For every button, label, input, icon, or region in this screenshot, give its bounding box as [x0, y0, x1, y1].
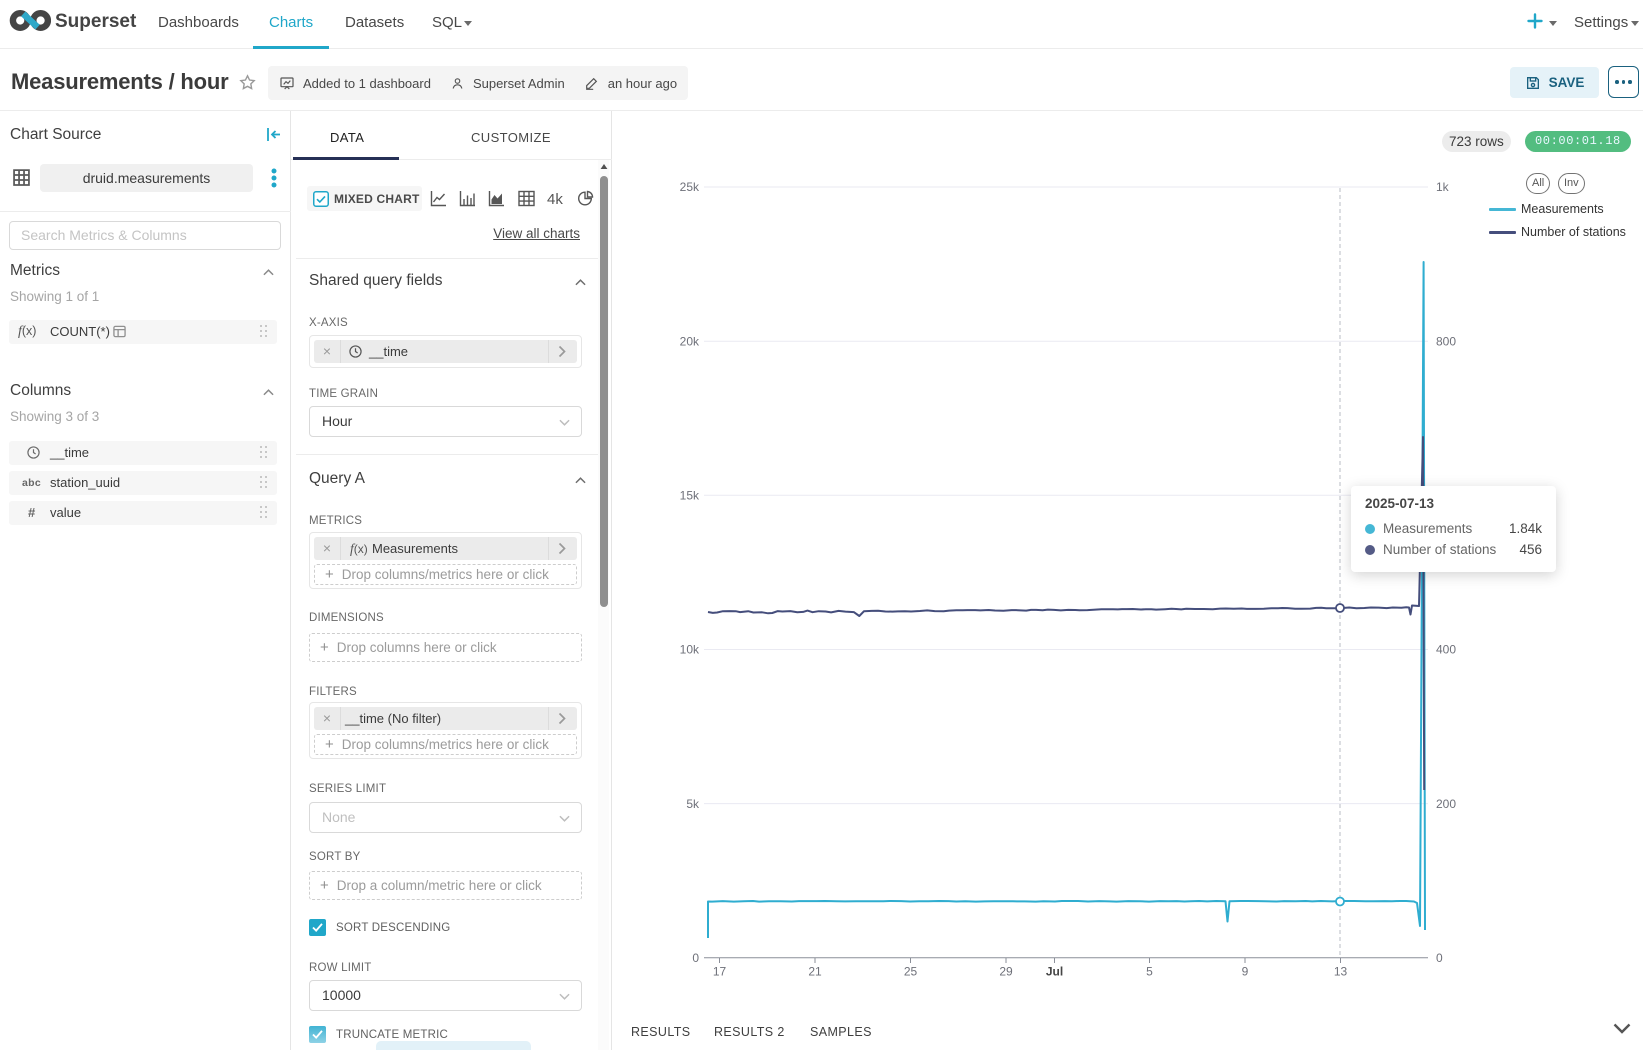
svg-text:21: 21 [808, 965, 822, 979]
svg-text:800: 800 [1436, 334, 1456, 348]
svg-text:9: 9 [1242, 965, 1249, 979]
svg-text:1k: 1k [1436, 180, 1450, 194]
svg-text:25: 25 [904, 965, 918, 979]
svg-text:15k: 15k [680, 489, 700, 503]
svg-text:0: 0 [1436, 951, 1443, 965]
svg-text:200: 200 [1436, 797, 1456, 811]
svg-text:Jul: Jul [1046, 965, 1063, 979]
svg-text:13: 13 [1334, 965, 1348, 979]
svg-text:5: 5 [1146, 965, 1153, 979]
svg-text:29: 29 [999, 965, 1013, 979]
svg-text:5k: 5k [686, 797, 700, 811]
svg-text:0: 0 [692, 951, 699, 965]
svg-text:400: 400 [1436, 643, 1456, 657]
svg-text:25k: 25k [680, 180, 700, 194]
svg-text:17: 17 [713, 965, 727, 979]
svg-text:10k: 10k [680, 643, 700, 657]
svg-text:20k: 20k [680, 334, 700, 348]
